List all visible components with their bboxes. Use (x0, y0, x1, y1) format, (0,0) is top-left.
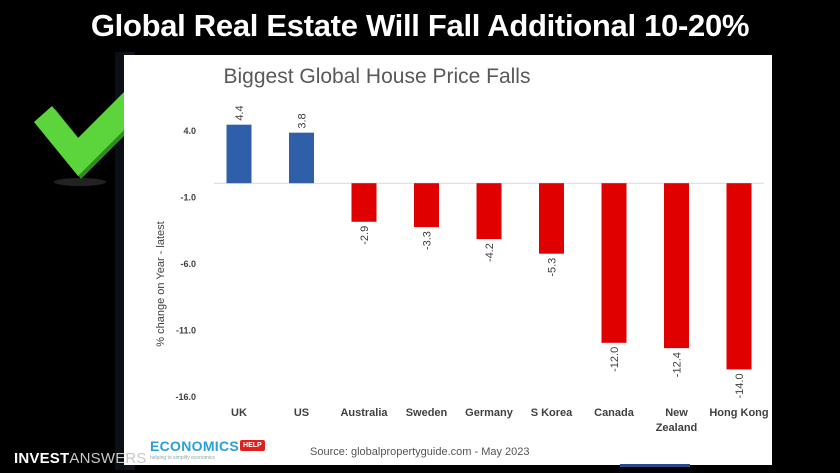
bar-value-label: 3.8 (297, 113, 309, 128)
chart-title: Biggest Global House Price Falls (224, 65, 531, 88)
bar-value-label: -5.3 (547, 258, 559, 277)
bar (726, 183, 752, 370)
bar-value-label: 4.4 (234, 105, 246, 120)
x-tick-label: Zealand (656, 422, 698, 434)
logo-badge: HELP (240, 440, 265, 451)
bar-value-label: -14.0 (734, 373, 746, 398)
bar-value-label: -12.4 (672, 352, 684, 377)
x-tick-label: New (665, 407, 688, 419)
x-tick-label: Sweden (406, 407, 448, 419)
bar-value-label: -2.9 (359, 226, 371, 245)
x-tick-label: Germany (465, 407, 514, 419)
bar (289, 132, 314, 184)
y-tick-label: -1.0 (180, 193, 196, 203)
logo-tagline: helping to simplify economics (150, 455, 216, 461)
x-tick-label: Hong Kong (709, 407, 768, 419)
x-tick-label: Canada (594, 407, 635, 419)
chart-panel: Biggest Global House Price Falls % chang… (124, 55, 772, 465)
bar-chart: Biggest Global House Price Falls % chang… (155, 65, 769, 434)
bar (601, 183, 627, 343)
bar (226, 124, 252, 184)
y-axis-label: % change on Year - latest (155, 221, 167, 346)
bar (664, 183, 689, 349)
logo-text: ECONOMICS (150, 438, 240, 454)
x-tick-label: US (294, 407, 309, 419)
bar-value-label: -4.2 (484, 243, 496, 262)
bar-value-label: -12.0 (609, 347, 621, 372)
brand-logo: INVESTANSWERS (14, 450, 147, 467)
bar (476, 183, 502, 240)
y-tick-label: -16.0 (175, 392, 196, 402)
bar-value-label: -3.3 (422, 231, 434, 250)
bar (351, 183, 377, 222)
chart-panel-edge (620, 464, 690, 467)
x-tick-label: UK (231, 407, 247, 419)
x-tick-label: Australia (340, 407, 388, 419)
chart-marks: 4.0 -1.0 -6.0 -11.0 -16.0 4.4 UK 3.8 US -2.9 Austr… (175, 105, 768, 434)
brand-left: INVEST (14, 450, 70, 467)
background-app-strip (115, 52, 125, 470)
headline: Global Real Estate Will Fall Additional … (90, 8, 750, 43)
x-tick-label: S Korea (531, 407, 573, 419)
brand-right: ANSWERS (69, 450, 147, 467)
y-tick-label: -6.0 (180, 259, 196, 269)
bar (414, 183, 439, 228)
source-note: Source: globalpropertyguide.com - May 20… (310, 446, 530, 458)
economics-help-logo: ECONOMICS HELP (150, 438, 265, 456)
bar (539, 183, 564, 254)
y-tick-label: 4.0 (183, 126, 196, 136)
y-tick-label: -11.0 (176, 326, 196, 336)
